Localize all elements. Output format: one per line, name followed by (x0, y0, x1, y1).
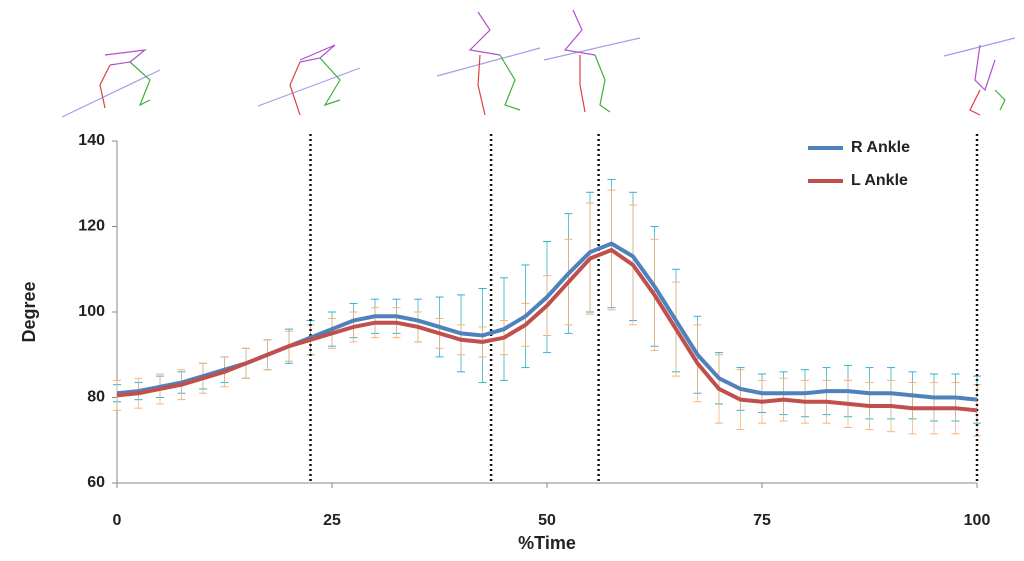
figure-5 (943, 37, 1016, 116)
legend-label: L Ankle (851, 172, 908, 189)
x-axis-label: %Time (518, 533, 576, 553)
y-axis-label: Degree (19, 281, 39, 342)
y-tick-label: 60 (87, 474, 105, 491)
x-tick-label: 0 (113, 512, 122, 529)
x-tick-label: 75 (753, 512, 771, 529)
figure-3 (436, 11, 541, 116)
x-tick-label: 25 (323, 512, 341, 529)
series-line (116, 247, 978, 413)
x-tick-label: 50 (538, 512, 556, 529)
y-tick-label: 140 (78, 132, 105, 149)
y-tick-label: 80 (87, 389, 105, 406)
figure-4 (543, 9, 641, 113)
figure-2 (257, 44, 361, 116)
legend-label: R Ankle (851, 139, 910, 156)
x-tick-label: 100 (964, 512, 991, 529)
stick-figures (61, 9, 1016, 118)
y-tick-label: 120 (78, 218, 105, 235)
y-tick-label: 100 (78, 303, 105, 320)
figure-1 (61, 49, 161, 118)
